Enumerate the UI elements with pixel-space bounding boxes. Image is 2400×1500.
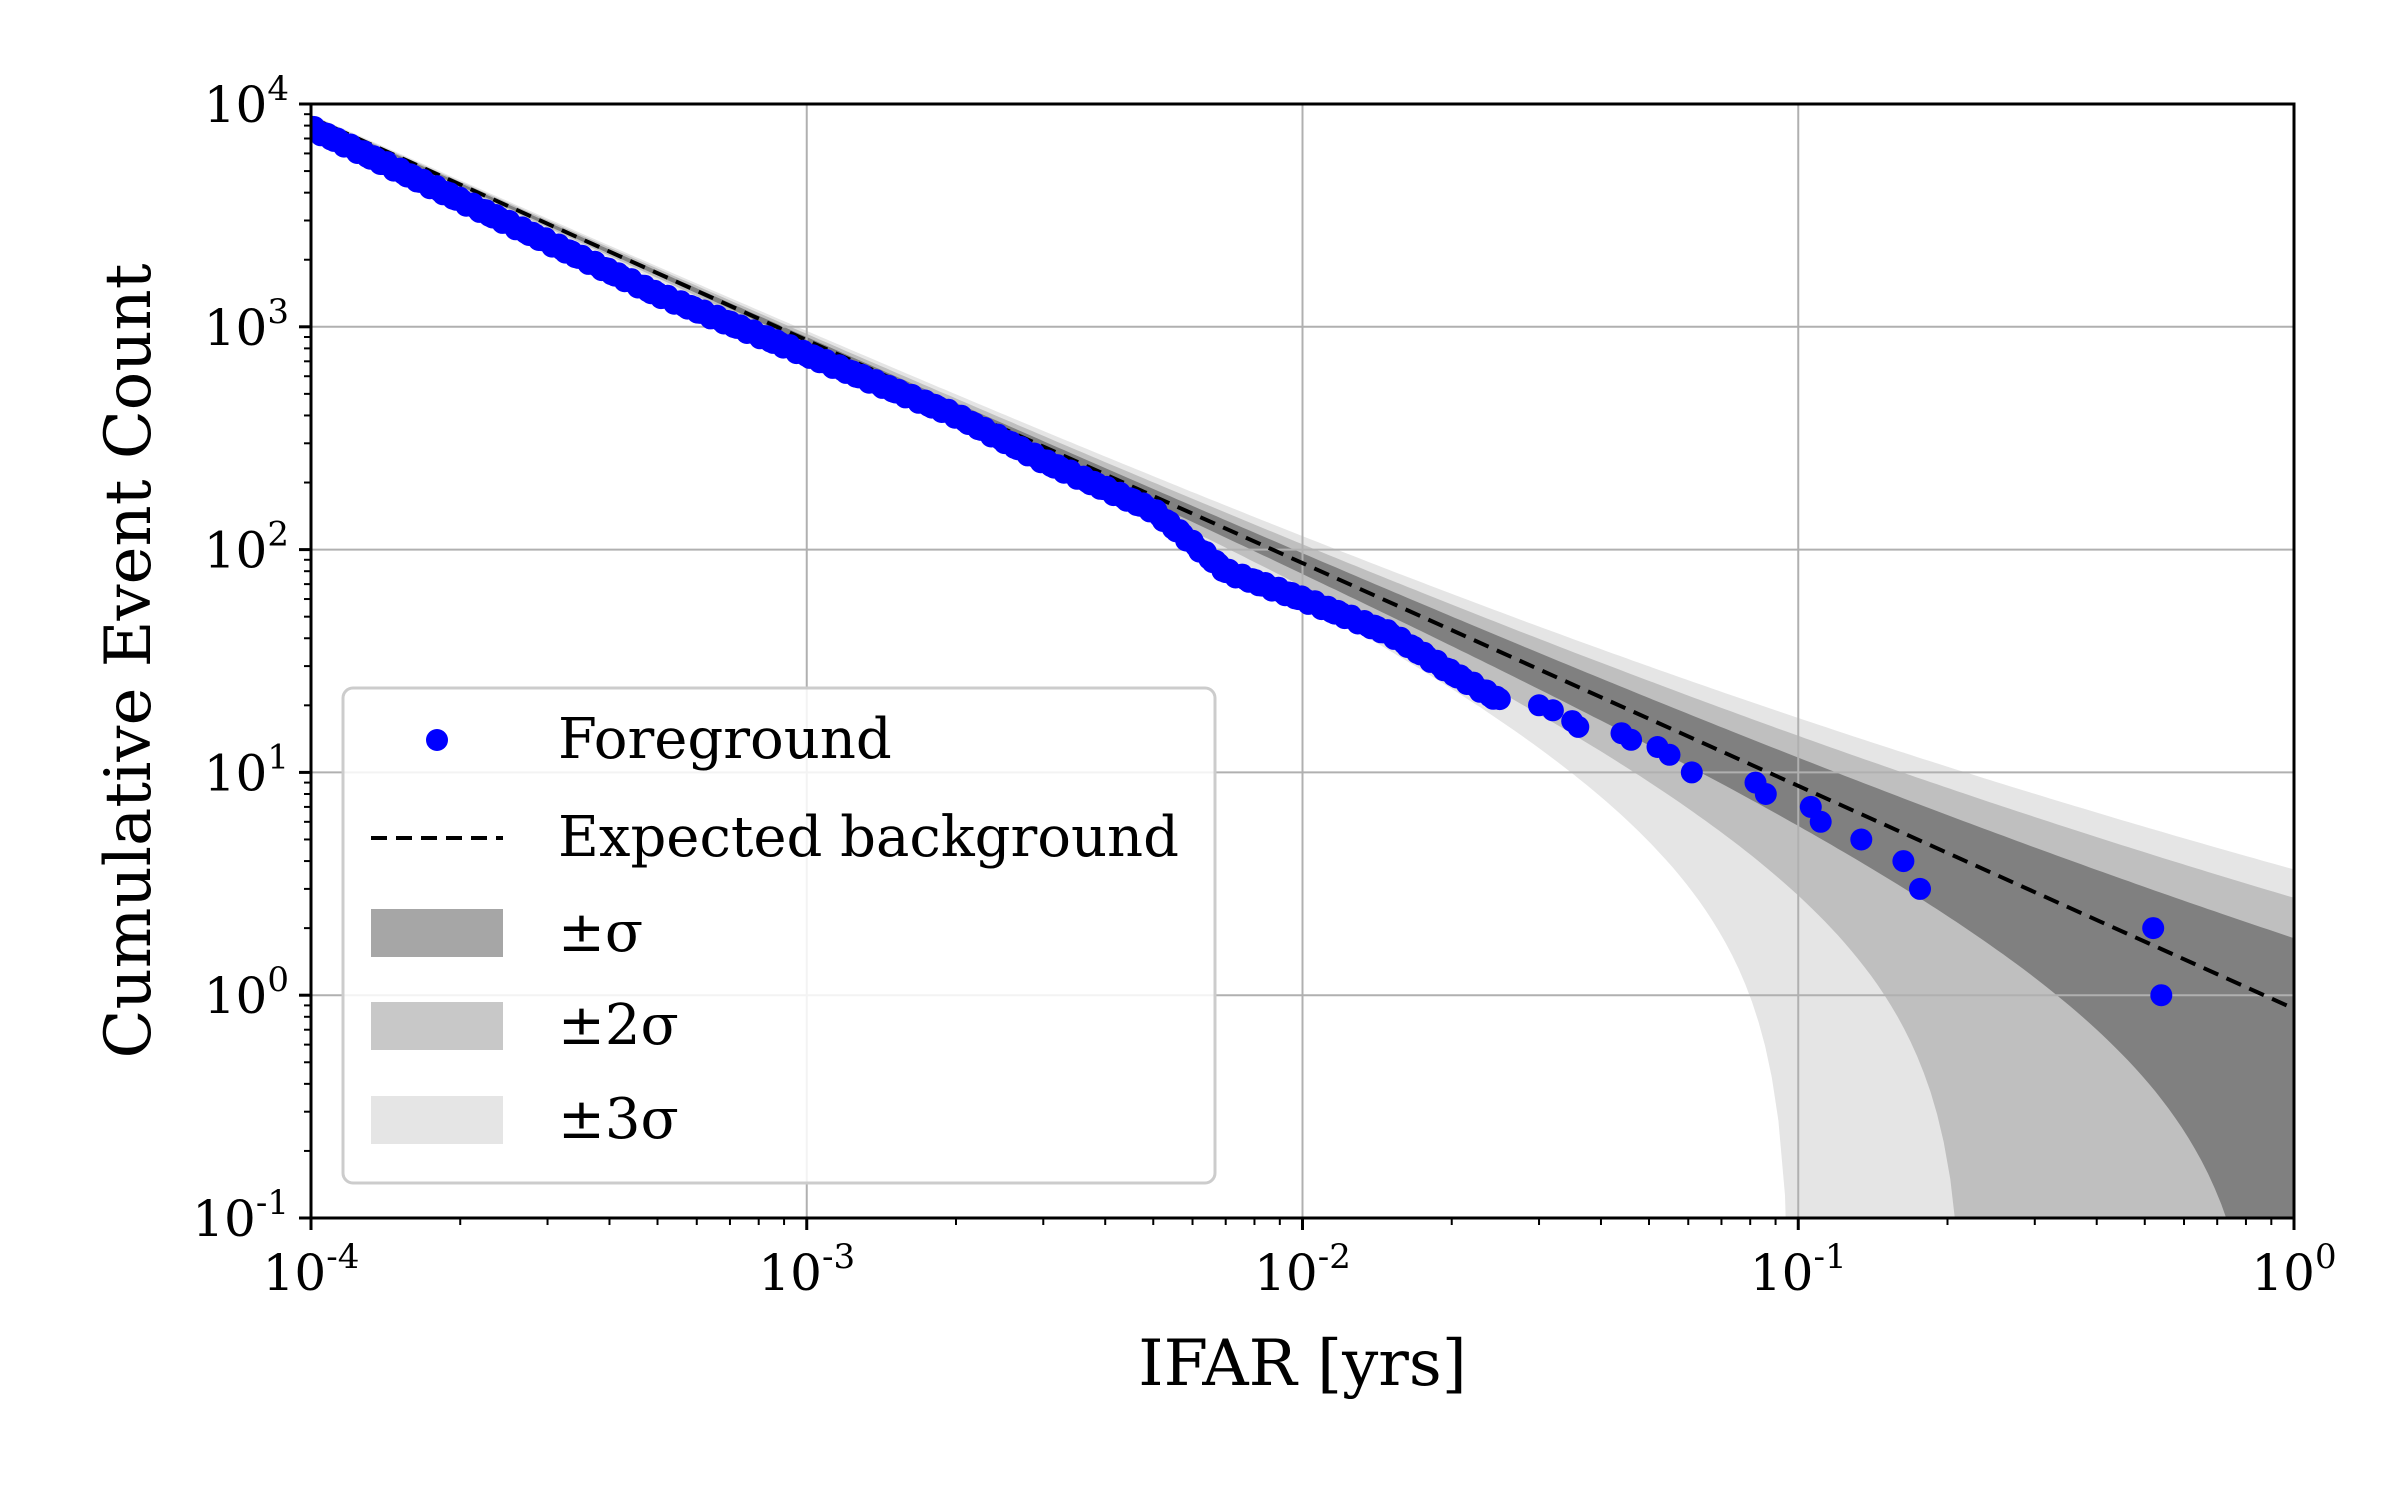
foreground-point	[1620, 728, 1643, 751]
legend-label-1sigma: ±σ	[558, 900, 643, 965]
y-tick-label: 104	[204, 69, 289, 134]
y-tick-label: 102	[204, 515, 289, 580]
legend-label-3sigma: ±3σ	[558, 1087, 679, 1152]
y-axis-title: Cumulative Event Count	[92, 263, 166, 1058]
foreground-point	[1754, 783, 1777, 805]
legend-1sigma-patch	[371, 909, 503, 957]
foreground-point	[1892, 850, 1915, 873]
axis-ticks	[299, 102, 2296, 1230]
x-axis-title: IFAR [yrs]	[1138, 1327, 1466, 1401]
x-tick-label: 100	[2251, 1237, 2336, 1302]
legend-foreground-marker	[426, 729, 448, 751]
legend-label-2sigma: ±2σ	[558, 993, 679, 1058]
legend-2sigma-patch	[371, 1002, 503, 1050]
foreground-point	[1567, 715, 1590, 738]
y-tick-label: 10-1	[192, 1183, 289, 1248]
tick-labels: 10-4 10-3 10-2 10-1 100 10-1 100 101 102 103 104	[192, 69, 2336, 1302]
legend-3sigma-patch	[371, 1096, 503, 1144]
y-tick-label: 100	[204, 960, 289, 1025]
foreground-point	[1850, 828, 1873, 851]
foreground-points	[311, 116, 2173, 1007]
foreground-point	[1658, 743, 1681, 766]
expected-background-layer	[310, 115, 2295, 1011]
x-tick-label: 10-1	[1750, 1237, 1847, 1302]
x-tick-label: 10-3	[758, 1237, 855, 1302]
foreground-point	[1909, 877, 1931, 900]
foreground-point	[2150, 984, 2173, 1007]
foreground-point	[1680, 761, 1703, 784]
foreground-point	[2142, 917, 2165, 940]
legend-label-foreground: Foreground	[558, 707, 892, 772]
x-tick-label: 10-2	[1254, 1237, 1351, 1302]
legend-box	[341, 686, 1217, 1185]
legend-label-expected-background: Expected background	[558, 805, 1179, 870]
band-2sigma	[311, 115, 2294, 1218]
expected-background-line	[310, 115, 2295, 1011]
foreground-point	[1809, 810, 1832, 833]
foreground-point	[1488, 688, 1511, 711]
x-tick-label: 10-4	[263, 1237, 360, 1302]
y-tick-label: 101	[204, 737, 289, 802]
legend: Foreground Expected background ±σ ±2σ ±3…	[341, 686, 1217, 1185]
y-tick-label: 103	[204, 292, 289, 357]
foreground-point	[1541, 699, 1564, 722]
